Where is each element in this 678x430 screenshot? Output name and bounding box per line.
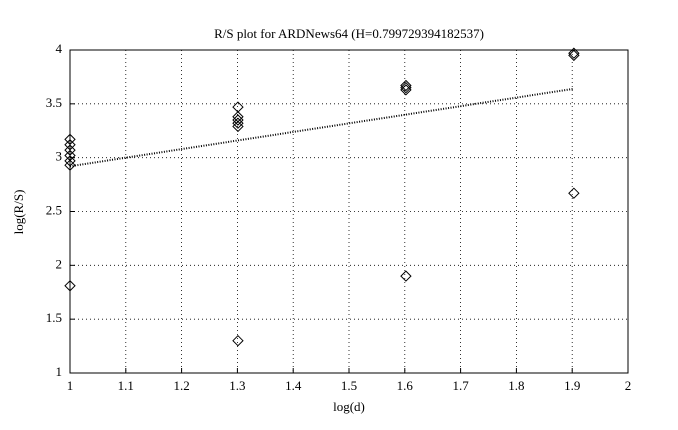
y-tick-label: 3 [56, 149, 63, 164]
point [400, 84, 412, 96]
point [64, 159, 76, 171]
x-tick-label: 1.7 [452, 378, 469, 393]
x-tick-label: 2 [625, 378, 632, 393]
point [64, 144, 76, 156]
point [232, 120, 244, 133]
point [400, 270, 412, 282]
x-tick-label: 1 [67, 378, 74, 393]
x-tick-label: 1.4 [285, 378, 302, 393]
point [232, 334, 244, 347]
point [568, 49, 580, 62]
point [64, 280, 76, 292]
y-tick-label: 2 [56, 256, 63, 271]
x-tick-label: 1.1 [118, 378, 134, 393]
x-axis-label: log(d) [333, 399, 365, 414]
point [64, 133, 76, 146]
point [64, 139, 76, 151]
x-tick-label: 1.3 [229, 378, 245, 393]
x-tick-label: 1.6 [397, 378, 414, 393]
plot-frame [69, 49, 629, 374]
x-tick-label: 1.8 [508, 378, 524, 393]
point [400, 79, 412, 92]
point [232, 114, 244, 126]
point [400, 81, 412, 94]
point [568, 187, 580, 199]
chart-title: R/S plot for ARDNews64 (H=0.799729394182… [214, 26, 484, 41]
y-tick-label: 4 [56, 41, 63, 56]
y-tick-label: 3.5 [46, 95, 62, 110]
x-tick-label: 1.2 [173, 378, 189, 393]
point [232, 117, 244, 129]
y-tick-label: 2.5 [46, 202, 62, 217]
x-tick-label: 1.9 [564, 378, 580, 393]
y-tick-label: 1 [56, 364, 63, 379]
x-tick-label: 1.5 [341, 378, 357, 393]
y-axis-label: log(R/S) [11, 190, 26, 235]
point [568, 47, 580, 59]
y-tick-label: 1.5 [46, 310, 62, 325]
